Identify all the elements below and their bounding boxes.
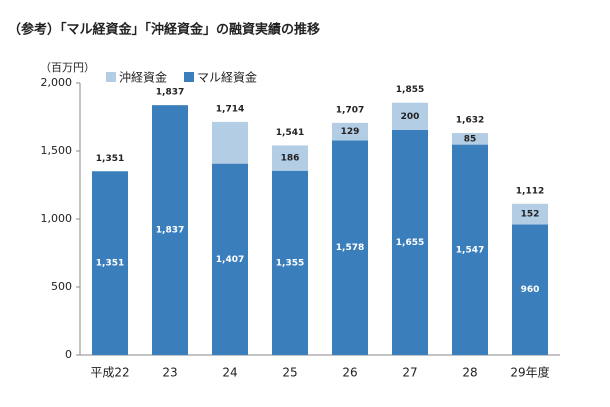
y-tick-label: 2,000 — [41, 76, 73, 89]
y-axis-label: （百万円） — [40, 61, 95, 74]
total-label: 1,707 — [336, 105, 364, 115]
bar-segment — [212, 121, 248, 164]
value-label: 129 — [341, 127, 360, 137]
value-label: 1,655 — [396, 238, 424, 248]
bar-segment — [392, 129, 428, 355]
y-tick-label: 1,000 — [41, 212, 73, 225]
bar-segment — [272, 170, 308, 355]
x-tick-label: 24 — [222, 366, 237, 380]
value-label: 186 — [281, 154, 300, 164]
bar-segment — [332, 122, 368, 141]
bar-segment — [272, 145, 308, 171]
value-label: 85 — [464, 134, 477, 144]
value-label: 960 — [521, 285, 540, 295]
value-label: 1,837 — [156, 226, 184, 236]
value-label: 1,547 — [456, 245, 484, 255]
value-label: 1,578 — [336, 243, 364, 253]
bar-segment — [452, 133, 488, 145]
x-tick-label: 平成22 — [90, 366, 129, 380]
total-label: 1,541 — [276, 128, 304, 138]
legend-label: マル経資金 — [197, 70, 257, 85]
bar-segment — [452, 144, 488, 355]
total-label: 1,837 — [156, 88, 184, 98]
value-label: 152 — [521, 210, 540, 220]
x-tick-label: 23 — [162, 366, 177, 380]
value-label: 1,355 — [276, 258, 304, 268]
bar-segment — [392, 102, 428, 130]
bar-segment — [512, 203, 548, 225]
total-label: 1,714 — [216, 104, 244, 114]
x-tick-label: 29年度 — [510, 365, 549, 380]
value-label: 1,351 — [96, 259, 124, 269]
total-label: 1,112 — [516, 186, 544, 196]
total-label: 1,351 — [96, 154, 124, 164]
x-tick-label: 25 — [282, 366, 297, 380]
bar-segment — [212, 163, 248, 355]
bar-segment — [512, 224, 548, 355]
x-tick-label: 28 — [462, 366, 477, 380]
bar-segment — [152, 105, 188, 355]
x-tick-label: 26 — [342, 366, 357, 380]
y-tick-label: 500 — [51, 280, 72, 293]
legend-label: 沖経資金 — [119, 70, 167, 85]
legend-swatch — [106, 72, 116, 82]
value-label: 1,407 — [216, 255, 244, 265]
total-label: 1,632 — [456, 116, 484, 126]
bar-segment — [332, 140, 368, 355]
chart-title: （参考）「マル経資金」「沖経資金」の融資実績の推移 — [8, 22, 320, 38]
bar-segment — [92, 171, 128, 355]
value-label: 200 — [401, 112, 420, 122]
y-tick-label: 0 — [65, 348, 72, 361]
total-label: 1,855 — [396, 85, 424, 95]
y-tick-label: 1,500 — [41, 144, 73, 157]
legend-swatch — [184, 72, 194, 82]
x-tick-label: 27 — [402, 366, 417, 380]
